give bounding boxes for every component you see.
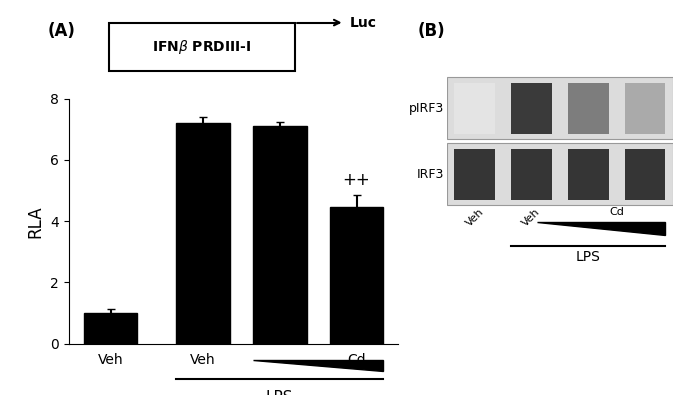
Text: (A): (A) xyxy=(48,22,76,40)
Text: IFN$\beta$ PRDIII-I: IFN$\beta$ PRDIII-I xyxy=(152,38,251,56)
Text: Luc: Luc xyxy=(350,15,377,30)
Bar xyxy=(253,126,306,344)
Bar xyxy=(455,149,495,200)
Bar xyxy=(84,313,137,344)
Text: Veh: Veh xyxy=(521,207,543,228)
Bar xyxy=(447,77,673,139)
Text: (B): (B) xyxy=(418,22,445,40)
Text: Cd: Cd xyxy=(609,207,624,217)
Bar xyxy=(624,83,665,134)
Text: LPS: LPS xyxy=(576,250,600,264)
Bar xyxy=(624,149,665,200)
Polygon shape xyxy=(537,222,665,235)
Bar xyxy=(568,149,609,200)
Text: Veh: Veh xyxy=(464,207,486,228)
Bar xyxy=(455,83,495,134)
Bar xyxy=(568,83,609,134)
Y-axis label: RLA: RLA xyxy=(27,205,45,237)
Bar xyxy=(176,123,229,344)
Bar xyxy=(447,143,673,205)
Bar xyxy=(511,149,552,200)
Text: pIRF3: pIRF3 xyxy=(409,102,444,115)
Text: LPS: LPS xyxy=(266,389,293,395)
Bar xyxy=(109,23,295,71)
Bar xyxy=(330,207,383,344)
Text: ++: ++ xyxy=(343,171,370,189)
Bar xyxy=(511,83,552,134)
Text: IRF3: IRF3 xyxy=(416,167,444,181)
